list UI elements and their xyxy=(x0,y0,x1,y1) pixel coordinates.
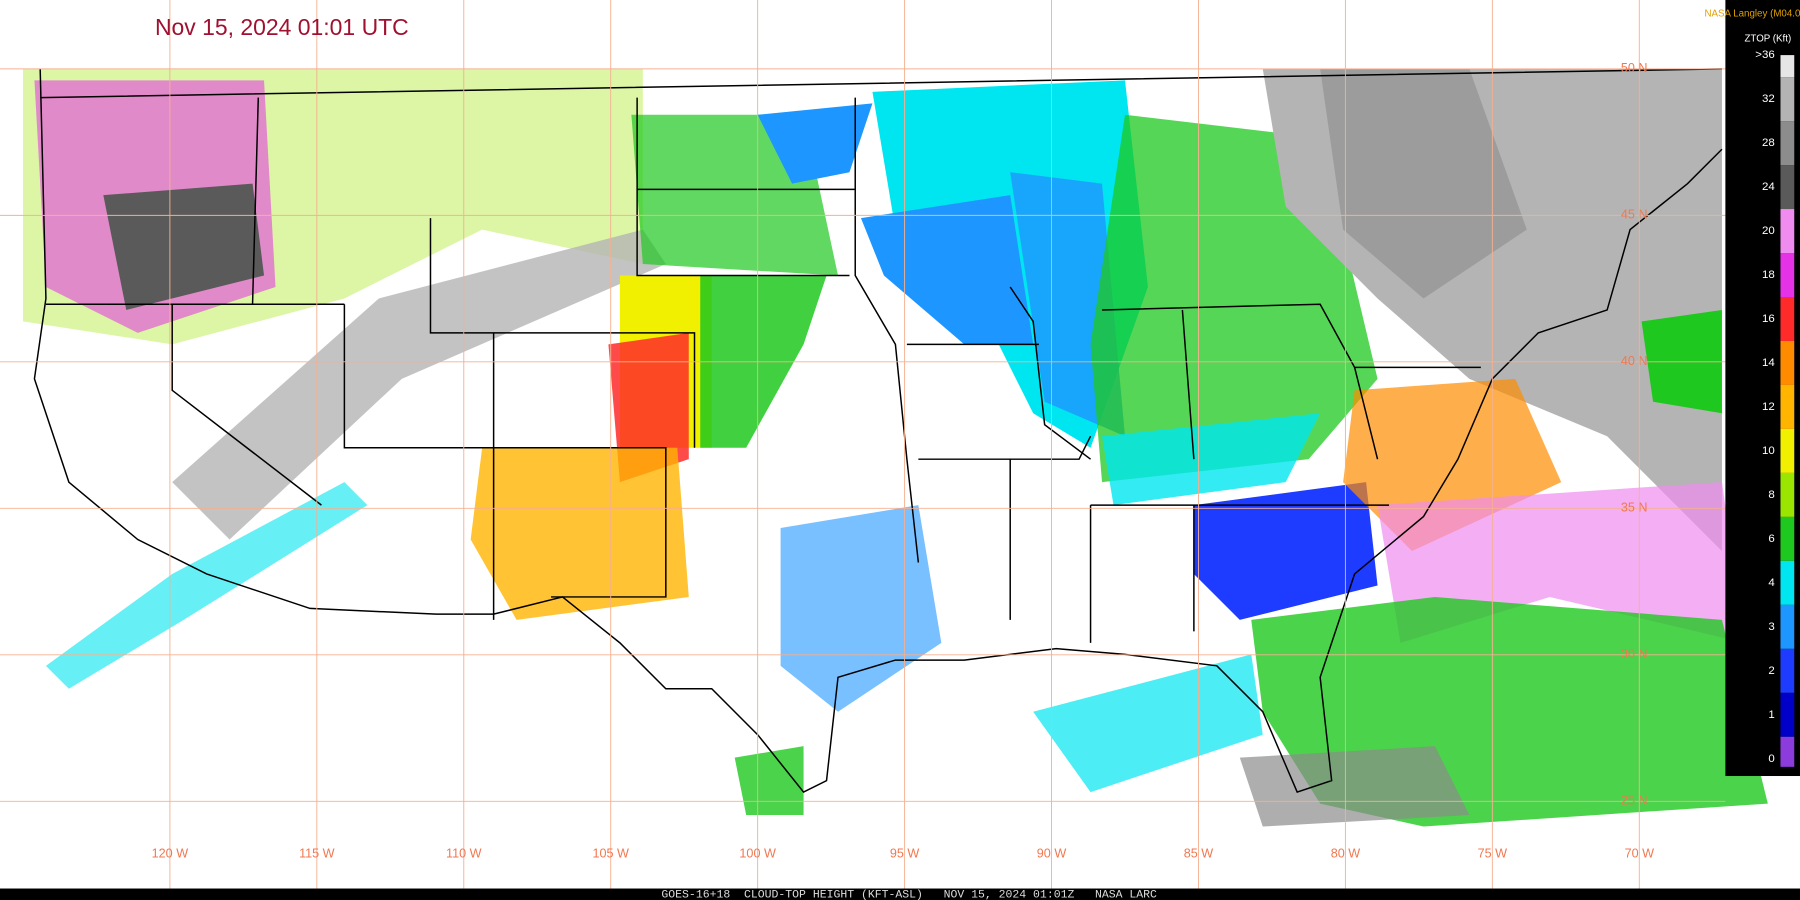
longitude-label: 120 W xyxy=(152,846,189,860)
legend-tick-label: 18 xyxy=(1762,269,1775,281)
color-swatch xyxy=(1780,77,1795,122)
color-swatch xyxy=(1780,560,1795,605)
map-title: Nov 15, 2024 01:01 UTC xyxy=(155,14,409,40)
legend-tick-label: 4 xyxy=(1768,577,1775,589)
footer-bar xyxy=(0,888,1800,900)
color-swatch xyxy=(1780,253,1795,297)
color-swatch xyxy=(1780,692,1795,737)
latitude-label: 25 N xyxy=(1621,794,1648,808)
color-swatch xyxy=(1780,209,1795,254)
legend-tick-label: 6 xyxy=(1768,533,1774,545)
legend-tick-label: 32 xyxy=(1762,93,1775,105)
legend-tick-label: 2 xyxy=(1768,665,1774,677)
legend-title: ZTOP (Kft) xyxy=(1744,34,1791,45)
longitude-label: 90 W xyxy=(1037,846,1067,860)
legend-tick-label: 0 xyxy=(1768,753,1774,765)
legend-tick-label: 14 xyxy=(1762,357,1775,369)
color-swatch xyxy=(1780,340,1795,385)
latitude-label: 45 N xyxy=(1621,208,1648,222)
color-swatch xyxy=(1780,165,1795,210)
latitude-label: 35 N xyxy=(1621,501,1648,515)
legend-tick-label: 20 xyxy=(1762,225,1775,237)
color-swatch xyxy=(1780,604,1795,649)
color-swatch xyxy=(1780,648,1795,693)
longitude-label: 110 W xyxy=(446,846,482,860)
longitude-label: 85 W xyxy=(1184,846,1214,860)
longitude-label: 70 W xyxy=(1625,846,1655,860)
longitude-label: 105 W xyxy=(592,846,629,860)
legend-tick-label: 8 xyxy=(1768,489,1774,501)
latitude-label: 50 N xyxy=(1621,61,1648,75)
legend-tick-label: 16 xyxy=(1762,313,1775,325)
longitude-label: 75 W xyxy=(1478,846,1508,860)
color-swatch xyxy=(1780,384,1795,429)
longitude-label: 115 W xyxy=(299,846,335,860)
color-swatch xyxy=(1780,472,1795,517)
legend-tick-label: >36 xyxy=(1755,49,1774,61)
borders xyxy=(33,68,1723,794)
color-swatch xyxy=(1780,516,1795,561)
longitude-label: 95 W xyxy=(890,846,920,860)
legend-tick-label: 3 xyxy=(1768,621,1774,633)
legend-tick-label: 28 xyxy=(1762,137,1775,149)
color-swatch xyxy=(1780,55,1795,78)
legend-tick-label: 12 xyxy=(1762,401,1775,413)
legend-tick-label: 1 xyxy=(1768,709,1774,721)
color-swatch xyxy=(1780,428,1795,473)
footer: GOES-16+18 CLOUD-TOP HEIGHT (KFT-ASL) NO… xyxy=(661,888,1157,900)
legend-tick-label: 24 xyxy=(1762,181,1775,193)
graticule: 50 N 45 N 40 N 35 N 30 N 25 N 120 W 115 W 110 W 1… xyxy=(0,0,1726,889)
latitude-label: 30 N xyxy=(1621,647,1648,661)
color-swatch xyxy=(1780,736,1795,767)
legend-tick-label: 10 xyxy=(1762,445,1775,457)
longitude-label: 100 W xyxy=(739,846,776,860)
longitude-label: 80 W xyxy=(1331,846,1361,860)
color-swatch xyxy=(1780,121,1795,166)
latitude-label: 40 N xyxy=(1621,354,1648,368)
color-swatch xyxy=(1780,296,1795,341)
credit: NASA Langley (M04.0) xyxy=(1704,8,1800,19)
